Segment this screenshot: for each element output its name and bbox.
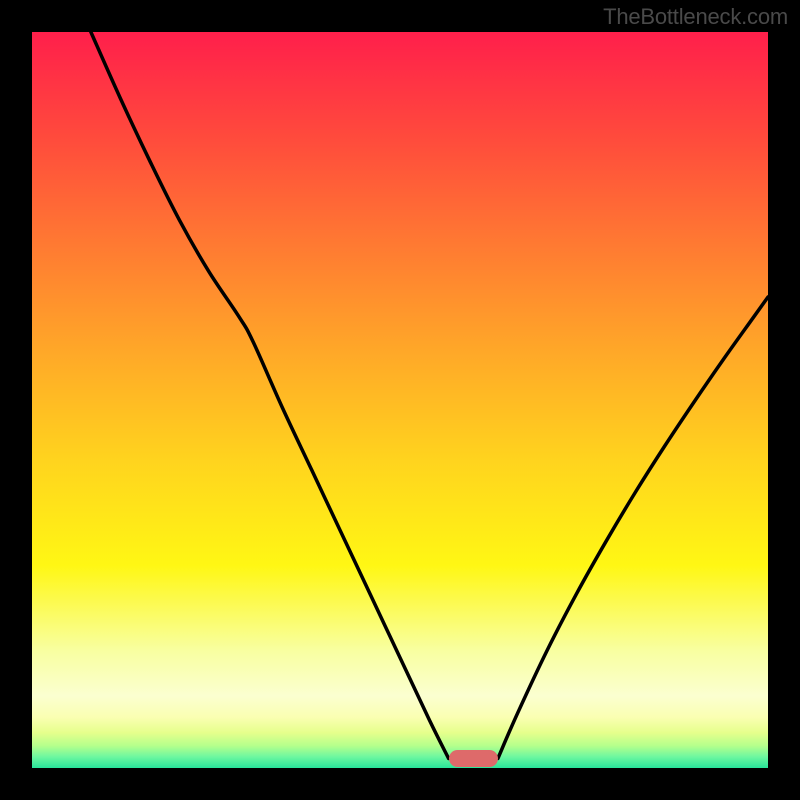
watermark-text: TheBottleneck.com (603, 4, 788, 30)
optimal-range-marker (449, 750, 498, 768)
bottleneck-curve (32, 32, 768, 768)
chart-frame: TheBottleneck.com (0, 0, 800, 800)
plot-area (32, 32, 768, 768)
curve-right-branch (498, 297, 768, 758)
curve-left-branch (91, 32, 449, 758)
